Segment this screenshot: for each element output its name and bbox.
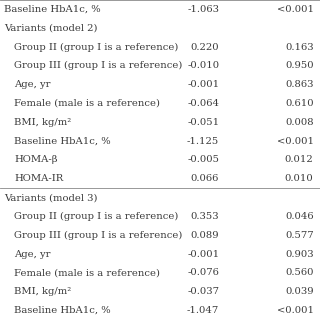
Bar	[0, 75, 320, 94]
Text: Female (male is a reference): Female (male is a reference)	[14, 268, 160, 277]
Text: -0.076: -0.076	[187, 268, 219, 277]
Bar	[0, 226, 320, 245]
Bar	[0, 301, 320, 320]
Text: -0.005: -0.005	[187, 156, 219, 164]
Bar	[0, 38, 320, 56]
Text: Age, yr: Age, yr	[14, 80, 51, 89]
Text: 0.220: 0.220	[191, 43, 219, 52]
Text: Group II (group I is a reference): Group II (group I is a reference)	[14, 212, 179, 221]
Text: Female (male is a reference): Female (male is a reference)	[14, 99, 160, 108]
Text: <0.001: <0.001	[276, 306, 314, 315]
Text: 0.577: 0.577	[285, 231, 314, 240]
Text: BMI, kg/m²: BMI, kg/m²	[14, 287, 72, 296]
Text: Group III (group I is a reference): Group III (group I is a reference)	[14, 61, 183, 70]
Text: 0.163: 0.163	[285, 43, 314, 52]
Text: -0.010: -0.010	[187, 61, 219, 70]
Text: Baseline HbA1c, %: Baseline HbA1c, %	[14, 306, 111, 315]
Bar	[0, 282, 320, 301]
Text: -1.047: -1.047	[187, 306, 219, 315]
Text: BMI, kg/m²: BMI, kg/m²	[14, 118, 72, 127]
Bar	[0, 132, 320, 151]
Text: -0.064: -0.064	[187, 99, 219, 108]
Text: -1.125: -1.125	[187, 137, 219, 146]
Text: 0.039: 0.039	[285, 287, 314, 296]
Text: 0.610: 0.610	[285, 99, 314, 108]
Text: <0.001: <0.001	[276, 137, 314, 146]
Text: 0.010: 0.010	[285, 174, 314, 183]
Bar	[0, 264, 320, 282]
Bar	[0, 94, 320, 113]
Text: Group II (group I is a reference): Group II (group I is a reference)	[14, 43, 179, 52]
Text: 0.089: 0.089	[191, 231, 219, 240]
Text: 0.008: 0.008	[285, 118, 314, 127]
Text: 0.863: 0.863	[285, 80, 314, 89]
Bar	[0, 0, 320, 19]
Text: Baseline HbA1c, %: Baseline HbA1c, %	[4, 5, 100, 14]
Bar	[0, 207, 320, 226]
Text: <0.001: <0.001	[276, 5, 314, 14]
Text: -1.063: -1.063	[187, 5, 219, 14]
Text: Baseline HbA1c, %: Baseline HbA1c, %	[14, 137, 111, 146]
Bar	[0, 188, 320, 207]
Text: -0.001: -0.001	[187, 80, 219, 89]
Text: 0.066: 0.066	[191, 174, 219, 183]
Bar	[0, 56, 320, 75]
Text: -0.051: -0.051	[187, 118, 219, 127]
Text: HOMA-β: HOMA-β	[14, 156, 58, 164]
Text: 0.353: 0.353	[191, 212, 219, 221]
Bar	[0, 19, 320, 38]
Text: 0.950: 0.950	[285, 61, 314, 70]
Text: Variants (model 3): Variants (model 3)	[4, 193, 97, 202]
Text: HOMA-IR: HOMA-IR	[14, 174, 64, 183]
Bar	[0, 113, 320, 132]
Text: Variants (model 2): Variants (model 2)	[4, 24, 97, 33]
Text: Age, yr: Age, yr	[14, 250, 51, 259]
Bar	[0, 245, 320, 264]
Text: -0.001: -0.001	[187, 250, 219, 259]
Text: Group III (group I is a reference): Group III (group I is a reference)	[14, 231, 183, 240]
Text: 0.560: 0.560	[285, 268, 314, 277]
Text: 0.046: 0.046	[285, 212, 314, 221]
Bar	[0, 169, 320, 188]
Text: 0.903: 0.903	[285, 250, 314, 259]
Text: 0.012: 0.012	[285, 156, 314, 164]
Text: -0.037: -0.037	[187, 287, 219, 296]
Bar	[0, 151, 320, 169]
